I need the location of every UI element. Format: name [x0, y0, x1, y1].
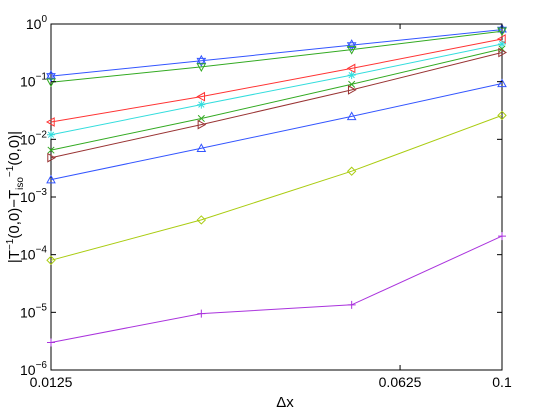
series-line	[50, 235, 503, 343]
data-point-marker	[196, 54, 207, 64]
data-point-marker	[197, 114, 205, 123]
tick-layer: 10−6 10−5 10−4 10−3 10−2 10−1 100 0.0125 0.0625 0…	[20, 14, 512, 390]
data-point-marker	[347, 300, 356, 309]
series-group	[46, 78, 507, 184]
data-point-marker	[346, 111, 357, 121]
data-point-marker	[47, 146, 55, 154]
data-point-marker	[497, 78, 507, 88]
data-point-marker	[47, 338, 55, 347]
series-line	[50, 38, 503, 123]
y-tick-label: 10−2	[20, 129, 47, 147]
x-tick-label: 0.1	[492, 374, 512, 390]
data-point-marker	[346, 63, 356, 74]
data-point-marker	[197, 309, 206, 318]
series-group	[47, 47, 508, 163]
data-point-marker	[346, 166, 357, 176]
y-tick-label: 10−3	[20, 187, 47, 205]
data-point-marker	[46, 78, 56, 88]
data-point-marker	[346, 45, 357, 55]
series-group	[46, 27, 507, 88]
series-line	[50, 30, 503, 83]
data-point-marker	[196, 215, 207, 225]
data-point-marker	[197, 119, 207, 130]
x-tick-label: 0.0625	[379, 374, 422, 390]
data-point-marker	[47, 130, 55, 139]
series-line	[50, 29, 503, 77]
data-point-marker	[45, 117, 55, 127]
x-axis-label: Δx	[276, 394, 294, 411]
data-point-marker	[346, 39, 357, 49]
series-line	[50, 114, 503, 261]
data-point-marker-inner	[46, 73, 56, 83]
y-tick-label: 100	[26, 14, 48, 32]
data-point-marker	[196, 143, 207, 152]
x-tick-label: 0.0125	[30, 374, 73, 390]
plot-area	[50, 23, 503, 371]
data-point-marker	[347, 85, 357, 95]
data-point-marker-inner	[196, 57, 207, 67]
data-point-marker	[196, 91, 206, 102]
data-point-marker	[498, 39, 506, 48]
data-point-marker	[196, 63, 207, 72]
data-point-marker	[498, 232, 506, 241]
series-group	[47, 45, 506, 154]
data-point-marker	[197, 100, 206, 109]
y-tick-label: 10−1	[20, 72, 47, 90]
data-point-marker	[498, 47, 508, 58]
series-line	[50, 43, 503, 136]
data-point-marker	[347, 71, 356, 80]
data-point-marker	[46, 174, 56, 184]
y-axis-label: |T−1(0,0)−Tiso−1(0,0)|	[5, 131, 26, 263]
data-point-marker	[46, 255, 56, 265]
y-tick-label: 10−5	[20, 302, 47, 320]
series-group	[46, 110, 507, 265]
series-line	[50, 48, 503, 151]
y-tick-label: 10−4	[20, 245, 47, 263]
series-group	[47, 39, 506, 139]
series-group	[47, 232, 506, 347]
y-tick-label: 10−6	[20, 360, 47, 378]
series-line	[50, 52, 503, 159]
series-layer	[45, 23, 508, 347]
data-point-marker	[47, 152, 57, 163]
data-point-marker	[497, 110, 507, 121]
series-group	[45, 34, 506, 127]
series-line	[50, 83, 503, 181]
